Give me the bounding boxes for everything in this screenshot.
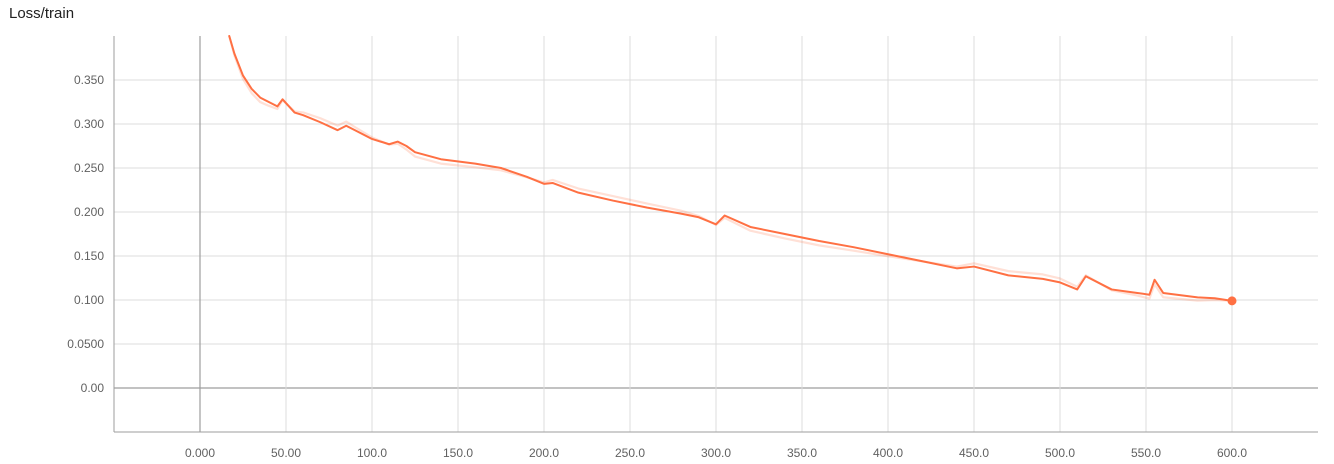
- y-tick-label: 0.100: [74, 293, 104, 307]
- y-tick-label: 0.150: [74, 249, 104, 263]
- x-tick-label: 450.0: [959, 446, 989, 460]
- y-tick-label: 0.300: [74, 117, 104, 131]
- x-tick-label: 0.000: [185, 446, 215, 460]
- raw-series-line: [228, 35, 1233, 302]
- series-line: [228, 35, 1233, 302]
- y-tick-label: 0.250: [74, 161, 104, 175]
- x-tick-label: 350.0: [787, 446, 817, 460]
- y-tick-label: 0.00: [81, 381, 105, 395]
- x-tick-label: 250.0: [615, 446, 645, 460]
- x-tick-label: 100.0: [357, 446, 387, 460]
- y-tick-label: 0.200: [74, 205, 104, 219]
- x-tick-label: 550.0: [1131, 446, 1161, 460]
- x-tick-label: 150.0: [443, 446, 473, 460]
- x-tick-label: 200.0: [529, 446, 559, 460]
- chart-title: Loss/train: [9, 5, 75, 22]
- y-tick-label: 0.0500: [67, 337, 104, 351]
- x-tick-label: 600.0: [1217, 446, 1247, 460]
- x-tick-label: 400.0: [873, 446, 903, 460]
- x-tick-label: 50.00: [271, 446, 301, 460]
- x-tick-label: 500.0: [1045, 446, 1075, 460]
- y-tick-label: 0.350: [74, 73, 104, 87]
- x-tick-label: 300.0: [701, 446, 731, 460]
- series-end-point: [1227, 296, 1237, 306]
